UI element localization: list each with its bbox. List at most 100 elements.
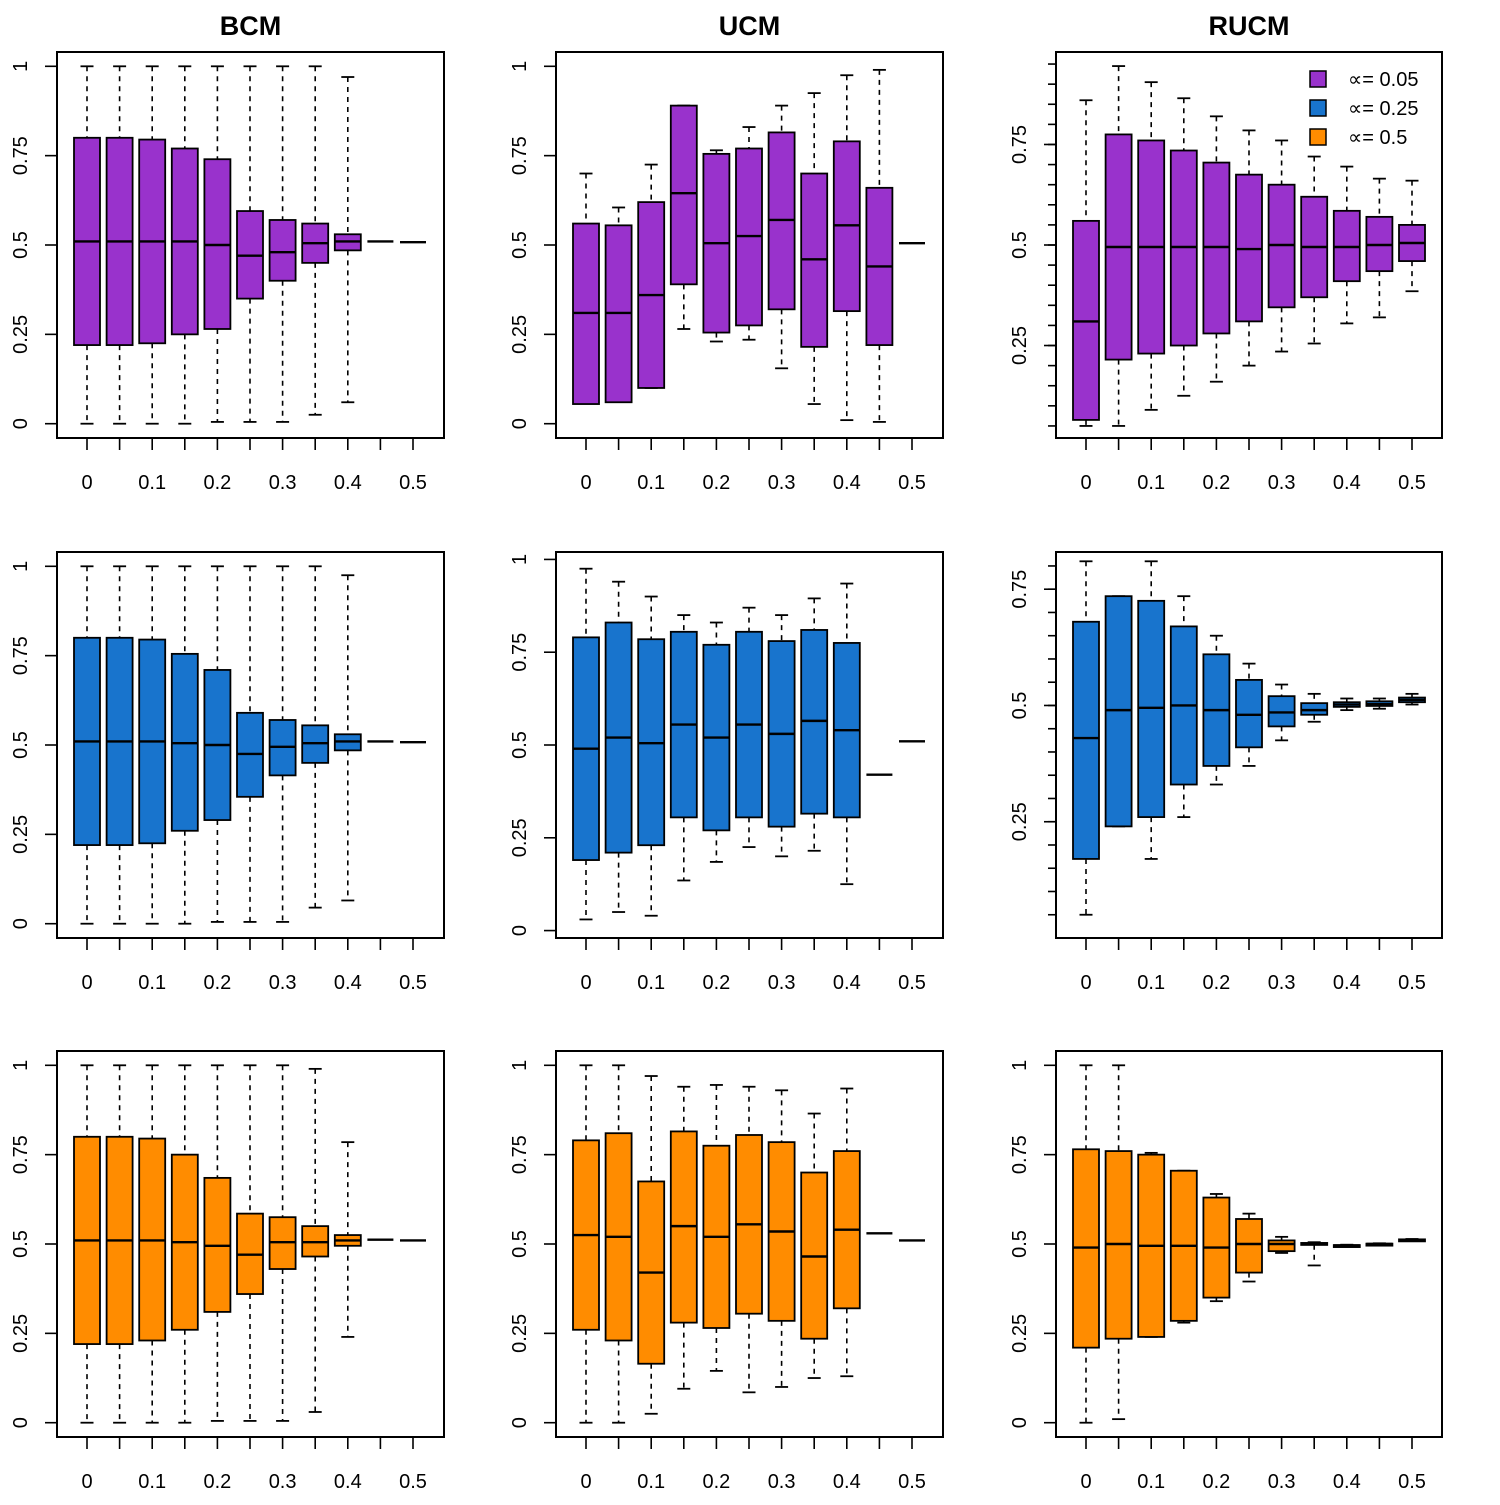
x-tick-label: 0 xyxy=(1080,972,1091,994)
legend-swatch xyxy=(1309,99,1327,117)
x-tick-label: 0.2 xyxy=(1202,472,1230,494)
y-tick-label: 0.75 xyxy=(1009,570,1031,609)
y-tick-label: 0 xyxy=(509,1417,531,1428)
box-0.25 xyxy=(735,126,763,341)
y-tick-label: 1 xyxy=(509,554,531,565)
y-tick-label: 0.5 xyxy=(509,731,531,759)
box-0.15 xyxy=(669,1085,698,1390)
box-0 xyxy=(1072,560,1100,916)
box-0.4 xyxy=(832,582,861,886)
iqr-box xyxy=(1235,1218,1263,1274)
y-tick-label: 0.75 xyxy=(509,1135,531,1174)
box-0.15 xyxy=(1169,1169,1198,1324)
box-0.35 xyxy=(800,597,829,852)
x-tick-label: 0.1 xyxy=(637,972,665,994)
panel-2-2: 0 0.25 0.5 0.75 1 0 0.1 0.2 0.3 0.4 0.5 xyxy=(509,551,944,994)
box-0.5 xyxy=(1398,1238,1426,1243)
box-0.35 xyxy=(1300,692,1329,723)
legend-label: ∝= 0.25 xyxy=(1348,98,1418,120)
x-tick-label: 0 xyxy=(580,1471,591,1493)
box-0.45 xyxy=(865,68,894,423)
box-0.2 xyxy=(702,621,731,863)
box-0.3 xyxy=(1267,139,1296,353)
box-0.35 xyxy=(800,92,829,405)
box-0.1 xyxy=(1137,1151,1166,1338)
y-tick-label: 0 xyxy=(10,418,32,429)
y-tick-label: 0.5 xyxy=(1009,231,1031,259)
x-tick-label: 0.4 xyxy=(1333,1471,1361,1493)
box-0 xyxy=(572,1064,600,1424)
x-tick-label: 0.5 xyxy=(1398,472,1426,494)
x-tick-label: 0.2 xyxy=(1202,1471,1230,1493)
y-tick-label: 0 xyxy=(509,418,531,429)
x-tick-label: 0 xyxy=(580,472,591,494)
x-tick-label: 0 xyxy=(1080,472,1091,494)
box-0 xyxy=(572,567,600,921)
y-tick-label: 0.75 xyxy=(1009,125,1031,164)
x-tick-label: 0.2 xyxy=(702,1471,730,1493)
x-tick-label: 0.1 xyxy=(637,1471,665,1493)
x-tick-label: 0.5 xyxy=(898,1471,926,1493)
x-tick-label: 0.2 xyxy=(1202,972,1230,994)
box-0.2 xyxy=(203,65,232,423)
panel-2-1: 0 0.25 0.5 0.75 1 0 0.1 0.2 0.3 0.4 0.5 xyxy=(10,551,445,994)
box-0.3 xyxy=(1267,1235,1296,1254)
box-0 xyxy=(73,1064,101,1424)
box-0 xyxy=(1072,99,1100,427)
x-tick-label: 0.3 xyxy=(1268,1471,1296,1493)
y-tick-label: 0 xyxy=(10,1417,32,1428)
y-tick-label: 0.5 xyxy=(10,731,32,759)
box-0.4 xyxy=(1332,1243,1361,1248)
box-0.4 xyxy=(1332,697,1361,712)
x-tick-label: 0.3 xyxy=(768,972,796,994)
x-tick-label: 0.1 xyxy=(138,972,166,994)
box-0.3 xyxy=(268,565,297,923)
box-0.2 xyxy=(1202,634,1231,786)
box-0.4 xyxy=(1332,165,1361,325)
x-tick-label: 0.5 xyxy=(1398,1471,1426,1493)
y-tick-label: 0.25 xyxy=(1009,1314,1031,1353)
y-tick-label: 0.25 xyxy=(10,1314,32,1353)
box-0.05 xyxy=(604,580,633,913)
box-0.1 xyxy=(637,1075,666,1415)
box-0.2 xyxy=(1202,1193,1231,1303)
box-0.4 xyxy=(832,74,861,422)
x-tick-label: 0.3 xyxy=(1268,972,1296,994)
box-0.45 xyxy=(1365,697,1394,710)
x-tick-label: 0.2 xyxy=(203,472,231,494)
box-0.25 xyxy=(1235,662,1263,767)
iqr-box xyxy=(669,104,698,286)
iqr-box xyxy=(268,219,297,282)
y-tick-label: 1 xyxy=(509,1060,531,1071)
y-tick-label: 0.75 xyxy=(1009,1135,1031,1174)
box-0.25 xyxy=(236,1064,264,1422)
y-tick-label: 0.5 xyxy=(509,231,531,259)
x-tick-label: 0 xyxy=(580,972,591,994)
box-0.15 xyxy=(170,1064,199,1424)
box-0.2 xyxy=(702,1084,731,1372)
x-tick-label: 0.4 xyxy=(833,972,861,994)
box-0.4 xyxy=(333,76,362,404)
y-tick-label: 0.75 xyxy=(509,633,531,672)
box-0.1 xyxy=(138,565,167,925)
x-tick-label: 0.4 xyxy=(334,472,362,494)
y-tick-label: 0.5 xyxy=(10,231,32,259)
x-tick-label: 0 xyxy=(81,1471,92,1493)
box-0.3 xyxy=(767,614,796,858)
box-0.25 xyxy=(1235,129,1263,367)
box-0.3 xyxy=(268,1064,297,1422)
x-tick-label: 0.3 xyxy=(269,972,297,994)
box-0.45 xyxy=(1365,1242,1394,1247)
box-0 xyxy=(73,65,101,425)
box-0.25 xyxy=(236,565,264,923)
y-tick-label: 0.25 xyxy=(509,818,531,857)
box-0.15 xyxy=(669,104,698,330)
panel-2-3: 0.25 0.5 0.75 0 0.1 0.2 0.3 0.4 0.5 xyxy=(1009,551,1443,994)
box-0.2 xyxy=(203,1064,232,1422)
panel-title: RUCM xyxy=(1209,11,1290,41)
box-0.3 xyxy=(767,1089,796,1388)
box-0.05 xyxy=(1104,595,1133,828)
box-0.4 xyxy=(333,1141,362,1338)
y-tick-label: 0 xyxy=(509,925,531,936)
